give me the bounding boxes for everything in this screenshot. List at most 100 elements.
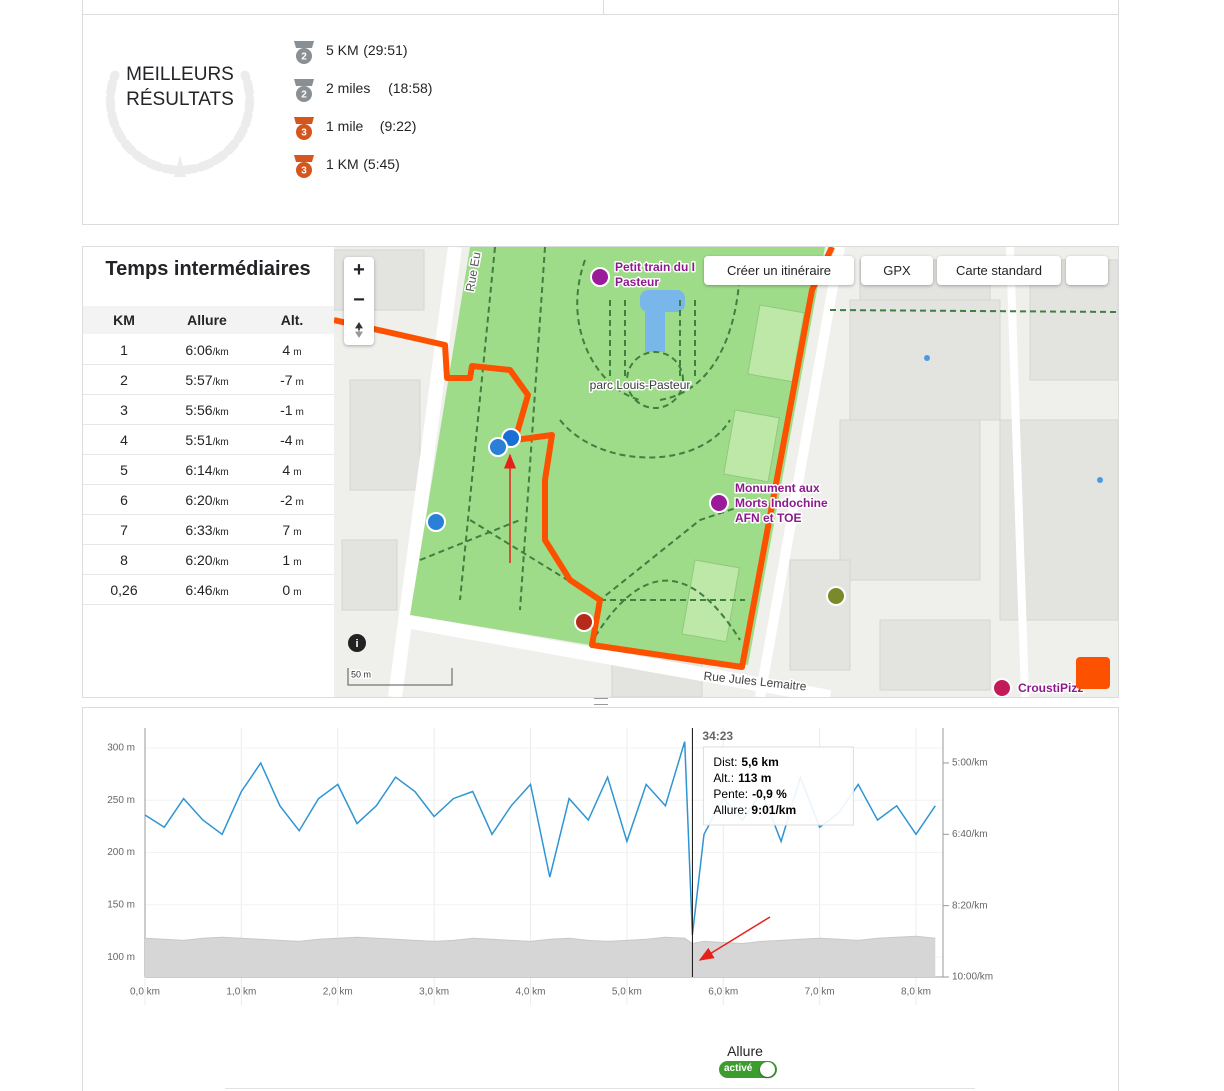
split-km: 5 [120,462,128,478]
map-label: Morts Indochine [735,496,828,510]
x-tick-label: 6,0 km [708,987,738,998]
y2-tick-label: 6:40/km [952,829,988,840]
split-alt: -4 [280,432,293,448]
splits-row-line [83,514,334,515]
tooltip-time: 34:23 [702,729,733,743]
split-alt: -2 [280,492,293,508]
result-time: (5:45) [363,156,400,172]
split-alt: 4 [282,342,291,358]
pace-unit: /km [212,437,229,448]
tooltip-value: 113 m [738,771,771,785]
split-km: 3 [120,402,128,418]
laurel [105,70,255,177]
splits-header: KM [113,312,135,328]
pace-unit: /km [212,467,229,478]
alt-unit: m [295,497,304,508]
play-button[interactable] [1076,657,1110,689]
split-alt-cell: -1 m [252,402,332,418]
zoom-out[interactable]: − [353,289,365,311]
split-km: 2 [120,372,128,388]
medal-rank: 3 [301,128,307,139]
field [747,304,805,383]
tooltip-value: 9:01/km [751,803,796,817]
tooltip-value: 5,6 km [741,755,778,769]
building [341,539,398,611]
plot: 0,0 km 1,0 km 2,0 km 3,0 km 4,0 km 5,0 km 6,0 … [107,728,993,1005]
toggle[interactable]: activé [719,1061,777,1078]
split-alt: 4 [282,462,291,478]
x-tick-label: 4,0 km [515,987,545,998]
best-results-card [82,0,1119,225]
pace-unit: /km [212,557,229,568]
split-pace: 6:33 [185,522,213,538]
resize-handle[interactable] [594,698,608,705]
pond [640,290,685,312]
splits-row-line [83,484,334,485]
x-tick-label: 5,0 km [612,987,642,998]
tooltip-row: Alt.: 113 m [713,771,771,785]
building [839,419,981,581]
y-tick-label: 200 m [107,847,135,858]
split-pace: 6:20 [185,492,213,508]
split-pace-cell: 5:56/km [157,402,257,418]
chart-card-border [82,707,1119,1091]
poi-icon [826,586,846,606]
map-label: 50 m [351,669,371,679]
y-tick-label: 300 m [107,743,135,754]
alt-unit: m [293,587,302,598]
split-km: 8 [120,552,128,568]
altitude-line [144,935,936,945]
split-pace: 6:06 [185,342,213,358]
split-alt: 1 [282,552,291,568]
x-tick-label: 8,0 km [901,987,931,998]
info-button[interactable] [348,634,366,652]
map-label: AFN et TOE [735,511,801,525]
fullscreen-button[interactable] [1066,256,1108,285]
x-tick-label: 3,0 km [419,987,449,998]
medal-icon: 2 [294,79,314,102]
medal-ribbon [294,155,314,162]
zoom-in[interactable]: + [353,259,365,281]
pond [645,312,665,352]
info-label: i [355,638,358,650]
split-km: 6 [120,492,128,508]
building [789,559,851,671]
split-pace: 5:56 [185,402,213,418]
best-results-title: MEILLEURS [126,64,234,85]
map-label: parc Louis-Pasteur [590,378,691,392]
map-path [419,519,521,561]
medal-icon: 3 [294,117,314,140]
best-results-title: RÉSULTATS [126,89,234,110]
y-tick-label: 250 m [107,795,135,806]
map-path [559,419,731,459]
map-label: Monument aux [735,481,820,495]
split-alt: -7 [280,372,293,388]
split-alt: 7 [282,522,291,538]
poi-dot [924,355,930,361]
split-pace: 5:57 [185,372,213,388]
y2-tick-label: 8:20/km [952,900,988,911]
pace-unit: /km [212,347,229,358]
result-label: 1 KM [326,156,359,172]
map-path [829,309,1118,313]
tooltip-row: Pente: -0,9 % [713,787,787,801]
route [334,247,835,670]
pace-unit: /km [212,587,229,598]
split-alt-cell: -2 m [252,492,332,508]
split-km: 7 [120,522,128,538]
splits-row-line [83,454,334,455]
map-button[interactable]: Créer un itinéraire [704,256,854,285]
compass[interactable] [355,322,363,338]
split-km: 1 [120,342,128,358]
legend-label[interactable]: Allure [727,1043,763,1059]
alt-unit: m [295,437,304,448]
map-button[interactable]: Carte standard [937,256,1061,285]
poi-icon [426,512,446,532]
map-button[interactable]: GPX [861,256,933,285]
